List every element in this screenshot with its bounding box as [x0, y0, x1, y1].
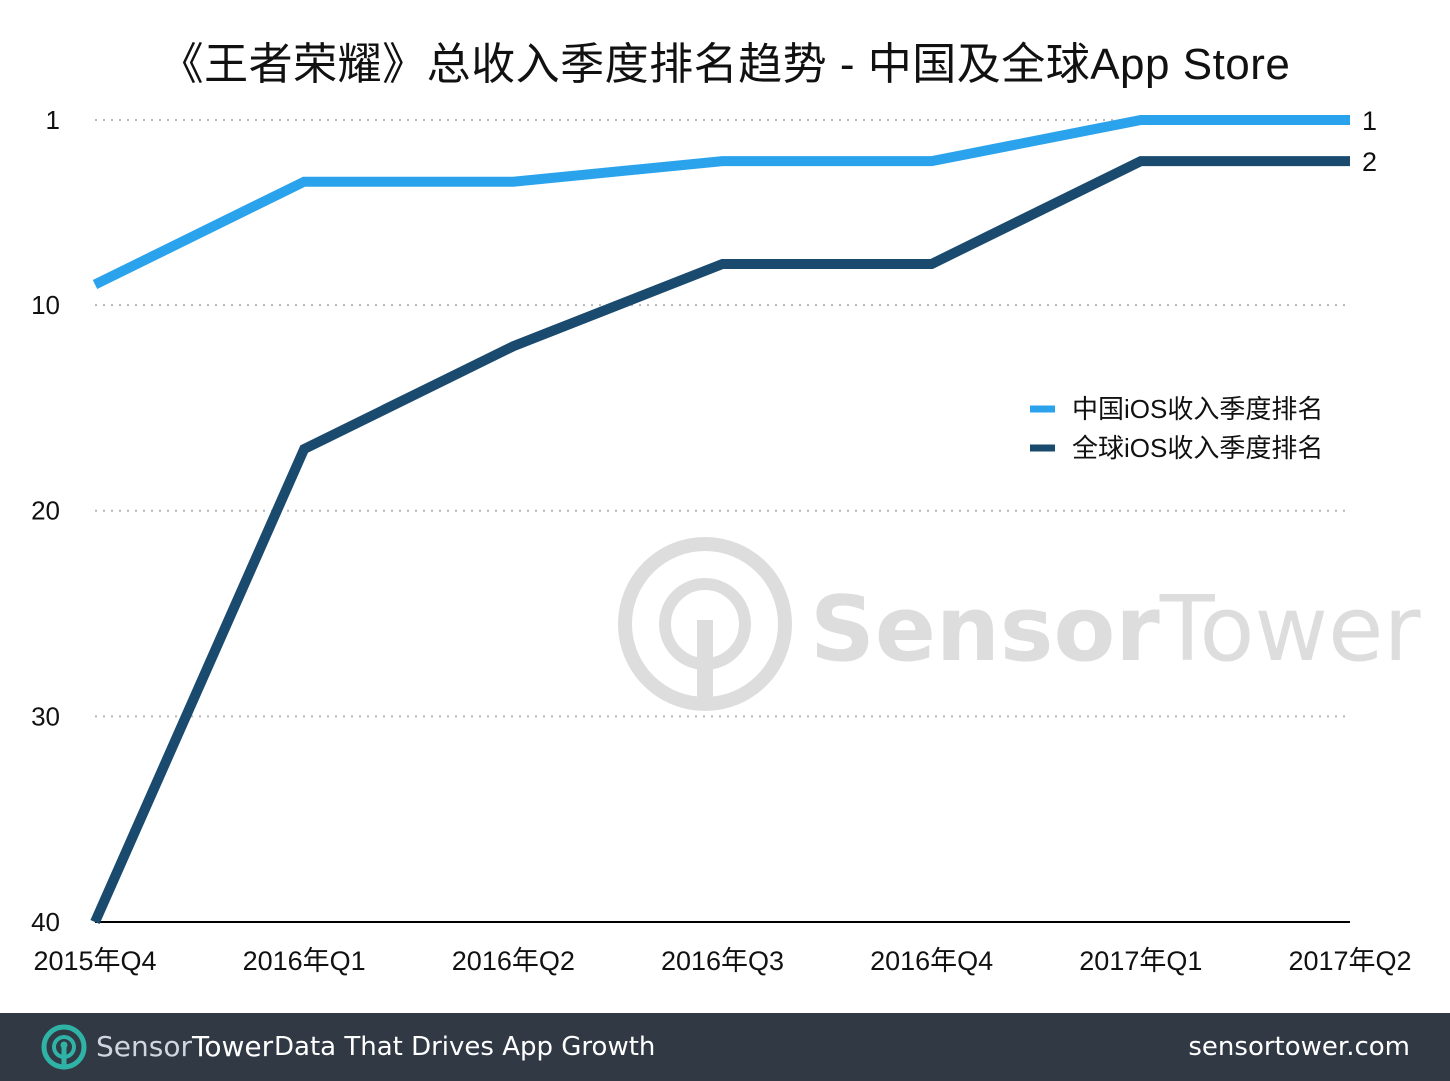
y-tick-label: 10 [31, 290, 60, 320]
x-tick-label: 2016年Q4 [870, 946, 993, 976]
end-label: 1 [1362, 106, 1377, 136]
x-tick-label: 2016年Q2 [452, 946, 575, 976]
grid-lines [95, 119, 1350, 923]
footer-bar: SensorTower Data That Drives App Growth … [0, 1013, 1450, 1081]
x-tick-label: 2016年Q3 [661, 946, 784, 976]
x-tick-label: 2017年Q2 [1288, 946, 1411, 976]
watermark-tower-icon [697, 620, 713, 704]
series-line-china [92, 115, 1350, 289]
end-label: 2 [1362, 147, 1377, 177]
end-labels: 12 [1362, 106, 1377, 177]
footer-brand-tower: Tower [191, 1030, 274, 1063]
line-chart: SensorTower 1 10 20 30 40 2015年Q4 2016年Q1 2016… [31, 105, 1420, 976]
y-tick-label: 1 [46, 105, 60, 135]
watermark-text: SensorTower [810, 577, 1420, 682]
footer-site-link[interactable]: sensortower.com [1188, 1032, 1410, 1062]
legend-label: 全球iOS收入季度排名 [1072, 433, 1323, 463]
watermark: SensorTower [618, 537, 1420, 711]
x-tick-label: 2017年Q1 [1079, 946, 1202, 976]
y-axis-ticks: 1 10 20 30 40 [31, 105, 60, 937]
y-tick-label: 30 [31, 701, 60, 731]
footer-brand: SensorTower [96, 1030, 273, 1063]
sensortower-logo-icon [41, 1024, 87, 1070]
x-tick-label: 2016年Q1 [243, 946, 366, 976]
footer-brand-sensor: Sensor [96, 1030, 192, 1063]
watermark-text-tower: Tower [1159, 577, 1421, 682]
watermark-text-sensor: Sensor [810, 577, 1160, 682]
legend-label: 中国iOS收入季度排名 [1072, 394, 1323, 424]
x-tick-label: 2015年Q4 [33, 946, 156, 976]
chart-title: 《王者荣耀》总收入季度排名趋势 - 中国及全球App Store [159, 40, 1291, 89]
y-tick-label: 20 [31, 496, 60, 526]
footer-tagline: Data That Drives App Growth [274, 1032, 656, 1062]
x-axis-ticks: 2015年Q4 2016年Q1 2016年Q2 2016年Q3 2016年Q4 2017年… [33, 946, 1411, 976]
series-line-global [90, 156, 1350, 925]
series-lines [90, 115, 1350, 925]
y-tick-label: 40 [31, 907, 60, 937]
